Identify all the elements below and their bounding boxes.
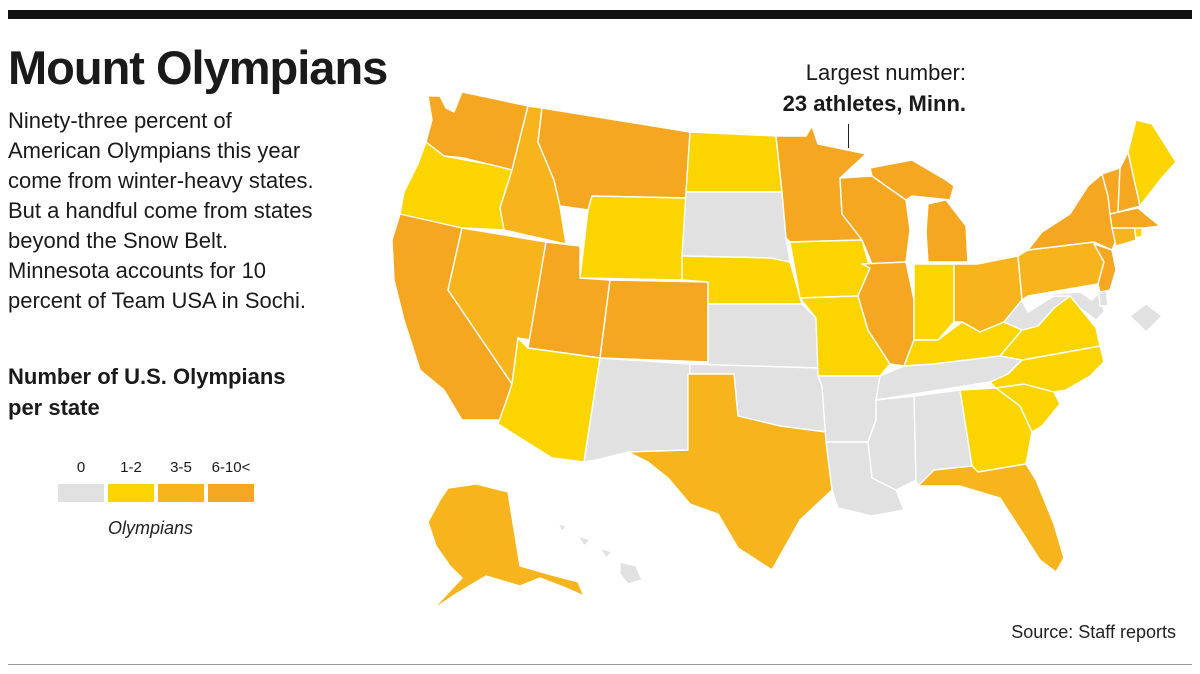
state-nj <box>1093 243 1117 293</box>
state-az <box>497 337 601 463</box>
state-ia <box>789 239 871 299</box>
legend-item-3: 6-10< <box>208 458 254 510</box>
largest-number-callout: Largest number: 23 athletes, Minn. <box>700 58 966 120</box>
legend-caption: Olympians <box>108 518 194 538</box>
state-nm <box>583 357 691 463</box>
legend-title-line: Number of U.S. Olympians <box>8 364 286 389</box>
legend-label: 1-2 <box>120 459 142 476</box>
state-wy <box>579 195 687 281</box>
state-or <box>399 141 513 231</box>
legend-item-1: 1-2 <box>108 458 154 510</box>
legend-swatch <box>108 484 154 502</box>
state-ks <box>707 303 819 369</box>
legend-item-2: 3-5 <box>158 458 204 510</box>
intro-line: But a handful come from states <box>8 198 313 223</box>
legend-label: 6-10< <box>211 459 251 476</box>
legend-swatch <box>208 484 254 502</box>
state-me <box>1127 119 1177 207</box>
intro-line: Ninety-three percent of <box>8 108 232 133</box>
intro-line: Minnesota accounts for 10 <box>8 258 267 283</box>
state-dc <box>1129 303 1163 333</box>
intro-line: beyond the Snow Belt. <box>8 228 229 253</box>
state-md <box>1027 291 1105 321</box>
callout-label: Largest number: <box>805 60 966 85</box>
intro-line: come from winter-heavy states. <box>8 168 314 193</box>
legend-swatch <box>58 484 104 502</box>
state-il <box>857 261 915 367</box>
state-ny <box>1027 173 1117 251</box>
legend-label: 3-5 <box>170 459 192 476</box>
legend-swatch <box>158 484 204 502</box>
callout-value: 23 athletes, Minn. <box>782 91 966 116</box>
legend-item-0: 0 <box>58 458 104 510</box>
page-title: Mount Olympians <box>8 41 388 94</box>
intro-line: American Olympians this year <box>8 138 301 163</box>
state-ar <box>817 375 881 443</box>
intro-text: Ninety-three percent of American Olympia… <box>8 106 398 316</box>
state-nd <box>685 131 783 193</box>
state-sd <box>681 191 791 263</box>
source-credit: Source: Staff reports <box>1011 622 1176 642</box>
legend-label: 0 <box>76 459 86 476</box>
state-hi <box>557 523 643 585</box>
state-pa <box>1017 241 1105 301</box>
state-tx <box>627 373 833 571</box>
bottom-rule <box>8 664 1192 665</box>
callout-leader-line <box>848 124 849 148</box>
state-vt <box>1101 167 1121 215</box>
legend-title: Number of U.S. Olympians per state <box>8 361 286 423</box>
state-fl <box>917 463 1065 573</box>
state-co <box>599 279 709 363</box>
state-mi <box>869 159 969 263</box>
intro-line: percent of Team USA in Sochi. <box>8 288 306 313</box>
state-nc <box>989 345 1105 393</box>
top-rule <box>8 10 1192 19</box>
state-mt <box>537 107 691 211</box>
state-ak <box>427 483 585 611</box>
legend-title-line: per state <box>8 395 100 420</box>
state-in <box>913 263 955 341</box>
state-ma <box>1109 207 1161 229</box>
